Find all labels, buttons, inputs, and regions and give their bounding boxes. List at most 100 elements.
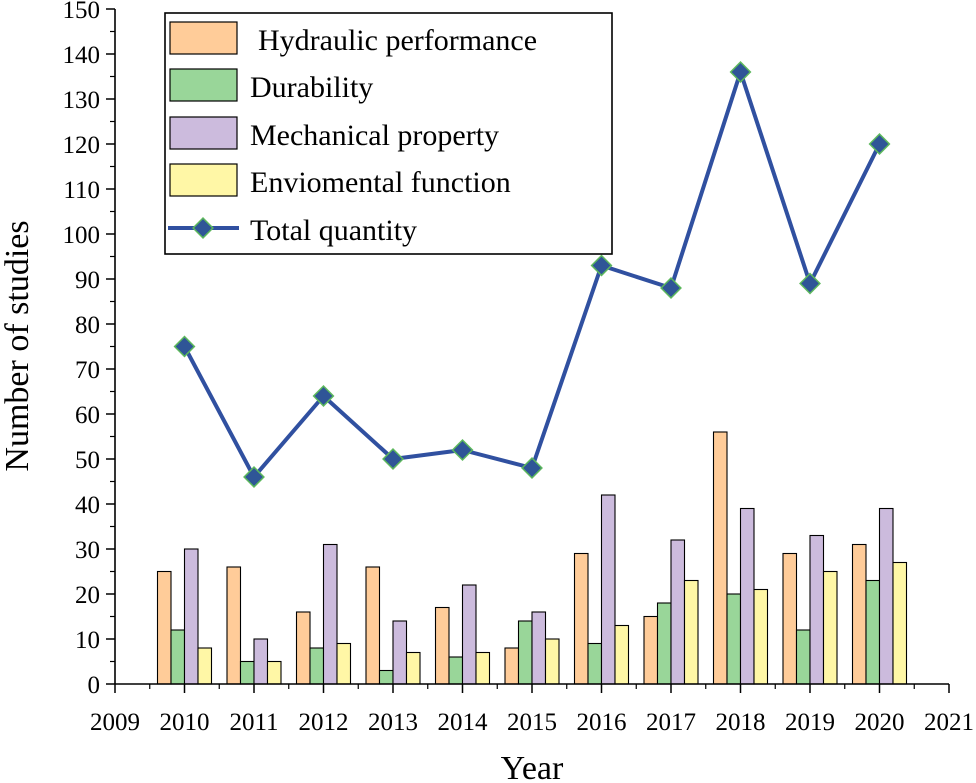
bar-durability-2017 bbox=[656, 602, 672, 685]
total-marker-2016 bbox=[590, 254, 613, 277]
total-marker-2013 bbox=[382, 448, 404, 470]
x-tick-label: 2021 bbox=[924, 709, 974, 736]
y-tick-label: 10 bbox=[75, 627, 100, 654]
bar-environmental-2015 bbox=[544, 638, 560, 685]
bars-layer bbox=[156, 431, 908, 685]
legend-marker-total bbox=[192, 217, 214, 239]
legend-label-environmental: Enviomental function bbox=[250, 166, 511, 199]
x-ticks: 2009 2010 2011 2012 2013 2014 2015 2016 2017 2018… bbox=[90, 684, 974, 736]
bar-durability-2020 bbox=[865, 579, 881, 685]
x-tick-label: 2010 bbox=[160, 709, 210, 736]
bar-durability-2015 bbox=[517, 620, 533, 685]
bar-mechanical-2010 bbox=[183, 548, 199, 685]
total-marker-2018 bbox=[729, 61, 752, 83]
bar-environmental-2011 bbox=[266, 660, 282, 685]
bar-mechanical-2013 bbox=[392, 620, 408, 685]
bar-mechanical-2014 bbox=[461, 584, 477, 685]
legend-label-durability: Durability bbox=[250, 71, 373, 104]
bar-environmental-2010 bbox=[197, 647, 213, 685]
bar-hydraulic-2012 bbox=[295, 611, 311, 685]
bar-hydraulic-2015 bbox=[504, 647, 520, 685]
legend-label-hydraulic: Hydraulic performance bbox=[258, 24, 537, 57]
bar-mechanical-2018 bbox=[739, 507, 755, 685]
bar-hydraulic-2016 bbox=[573, 552, 589, 685]
total-line-layer bbox=[173, 61, 891, 488]
y-tick-label: 100 bbox=[63, 222, 101, 249]
x-tick-label: 2009 bbox=[90, 709, 140, 736]
x-tick-label: 2017 bbox=[646, 709, 696, 736]
bar-mechanical-2011 bbox=[253, 638, 269, 685]
y-tick-label: 140 bbox=[63, 42, 101, 69]
bar-durability-2010 bbox=[170, 629, 186, 685]
x-tick-label: 2019 bbox=[785, 709, 835, 736]
bar-durability-2018 bbox=[726, 593, 742, 685]
total-marker-2020 bbox=[868, 133, 891, 155]
bar-mechanical-2017 bbox=[670, 539, 686, 685]
y-tick-label: 40 bbox=[75, 492, 100, 519]
bar-environmental-2014 bbox=[475, 651, 491, 685]
legend-swatch-environmental bbox=[169, 163, 238, 197]
y-tick-label: 20 bbox=[75, 582, 100, 609]
total-marker-2010 bbox=[173, 335, 196, 358]
total-marker-2019 bbox=[799, 272, 821, 295]
y-tick-label: 110 bbox=[63, 177, 100, 204]
total-marker-2012 bbox=[312, 385, 335, 407]
y-tick-label: 30 bbox=[75, 537, 100, 564]
x-tick-label: 2015 bbox=[507, 709, 557, 736]
bar-durability-2019 bbox=[795, 629, 811, 685]
y-tick-label: 130 bbox=[63, 87, 101, 114]
y-tick-label: 60 bbox=[75, 402, 100, 429]
legend-swatch-durability bbox=[169, 68, 238, 102]
bar-hydraulic-2019 bbox=[782, 552, 798, 685]
bar-environmental-2020 bbox=[892, 561, 908, 685]
bar-hydraulic-2020 bbox=[851, 543, 867, 685]
bar-mechanical-2015 bbox=[531, 611, 547, 685]
y-tick-label: 120 bbox=[63, 132, 101, 159]
bar-mechanical-2019 bbox=[809, 534, 825, 685]
y-tick-label: 0 bbox=[88, 672, 101, 699]
bar-environmental-2017 bbox=[683, 579, 699, 685]
bar-hydraulic-2011 bbox=[226, 566, 242, 685]
bar-hydraulic-2017 bbox=[643, 615, 659, 685]
legend-label-mechanical: Mechanical property bbox=[250, 119, 499, 152]
bar-mechanical-2016 bbox=[600, 494, 616, 685]
x-tick-label: 2013 bbox=[368, 709, 418, 736]
bar-mechanical-2012 bbox=[322, 543, 338, 685]
y-tick-label: 150 bbox=[63, 0, 101, 24]
bar-environmental-2013 bbox=[405, 651, 421, 685]
x-tick-label: 2012 bbox=[299, 709, 349, 736]
y-tick-label: 50 bbox=[75, 447, 100, 474]
x-tick-label: 2018 bbox=[716, 709, 766, 736]
bar-durability-2016 bbox=[587, 642, 603, 685]
bar-environmental-2016 bbox=[614, 624, 630, 685]
legend-swatch-mechanical bbox=[169, 116, 238, 150]
bar-hydraulic-2014 bbox=[434, 606, 450, 685]
total-marker-2017 bbox=[660, 277, 682, 299]
y-tick-label: 80 bbox=[75, 312, 100, 339]
bar-durability-2011 bbox=[239, 660, 255, 685]
x-tick-label: 2011 bbox=[229, 709, 278, 736]
total-marker-2011 bbox=[243, 466, 265, 488]
legend: Hydraulic performance Durability Mechani… bbox=[164, 12, 613, 255]
legend-box bbox=[164, 12, 613, 255]
bar-durability-2014 bbox=[448, 656, 464, 685]
x-tick-label: 2020 bbox=[855, 709, 905, 736]
bar-environmental-2012 bbox=[336, 642, 352, 685]
y-axis-label: Number of studies bbox=[0, 220, 36, 471]
x-tick-label: 2014 bbox=[438, 709, 489, 736]
total-marker-2014 bbox=[451, 439, 474, 461]
bar-durability-2013 bbox=[378, 669, 394, 685]
bar-durability-2012 bbox=[309, 647, 325, 685]
bar-hydraulic-2013 bbox=[365, 566, 381, 685]
y-tick-label: 90 bbox=[75, 267, 100, 294]
x-tick-label: 2016 bbox=[577, 709, 627, 736]
bar-mechanical-2020 bbox=[878, 507, 894, 685]
bar-environmental-2018 bbox=[753, 588, 769, 685]
bar-environmental-2019 bbox=[822, 570, 838, 685]
total-marker-2015 bbox=[521, 457, 543, 479]
x-axis-label: Year bbox=[501, 750, 564, 783]
y-ticks: 0 10 20 30 40 50 60 70 80 90 100 110 120 130 140 150 bbox=[63, 0, 115, 699]
bar-hydraulic-2010 bbox=[156, 570, 172, 685]
legend-swatch-hydraulic bbox=[169, 21, 238, 55]
